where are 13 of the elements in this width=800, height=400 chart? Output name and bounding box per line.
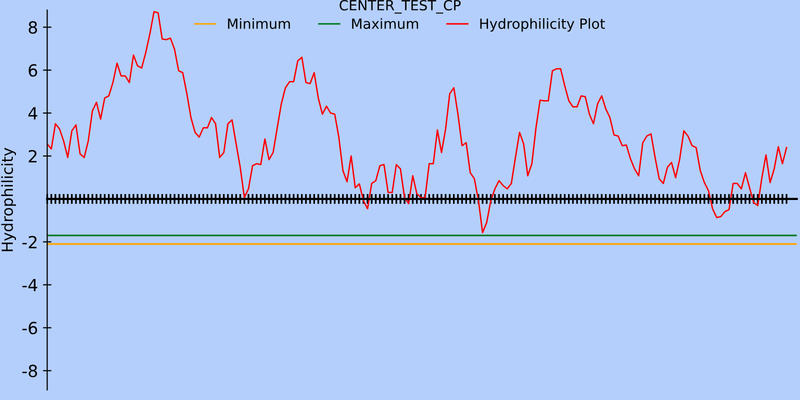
y-tick-label: 2 [28, 150, 37, 162]
y-tick-label: 4 [28, 107, 38, 120]
y-tick-label: -4 [22, 278, 38, 292]
chart-title: CENTER_TEST_CP [340, 0, 461, 14]
y-tick-label: 6 [28, 64, 38, 77]
legend-label: Minimum [228, 18, 290, 29]
y-axis-title: Hydrophilicity [1, 148, 16, 252]
legend-label: Maximum [352, 18, 418, 29]
y-tick-label: -6 [22, 322, 38, 334]
y-tick-label: -8 [22, 364, 38, 378]
legend-label: Hydrophilicity Plot [480, 18, 605, 32]
y-tick-label: 8 [28, 21, 38, 34]
y-tick-label: -2 [22, 236, 37, 248]
